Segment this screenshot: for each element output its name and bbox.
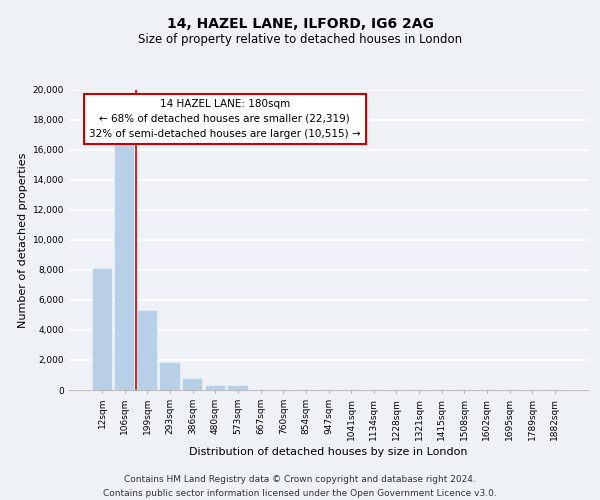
Text: Contains HM Land Registry data © Crown copyright and database right 2024.
Contai: Contains HM Land Registry data © Crown c…: [103, 476, 497, 498]
Bar: [115, 142, 134, 390]
Y-axis label: Number of detached properties: Number of detached properties: [19, 152, 28, 328]
Bar: [206, 386, 225, 390]
Text: 14, HAZEL LANE, ILFORD, IG6 2AG: 14, HAZEL LANE, ILFORD, IG6 2AG: [167, 18, 433, 32]
Bar: [138, 310, 157, 390]
Bar: [92, 268, 112, 390]
X-axis label: Distribution of detached houses by size in London: Distribution of detached houses by size …: [189, 446, 468, 456]
Bar: [229, 386, 248, 390]
Text: Size of property relative to detached houses in London: Size of property relative to detached ho…: [138, 32, 462, 46]
Bar: [183, 379, 202, 390]
Bar: [160, 363, 180, 390]
Text: 14 HAZEL LANE: 180sqm
← 68% of detached houses are smaller (22,319)
32% of semi-: 14 HAZEL LANE: 180sqm ← 68% of detached …: [89, 99, 361, 138]
